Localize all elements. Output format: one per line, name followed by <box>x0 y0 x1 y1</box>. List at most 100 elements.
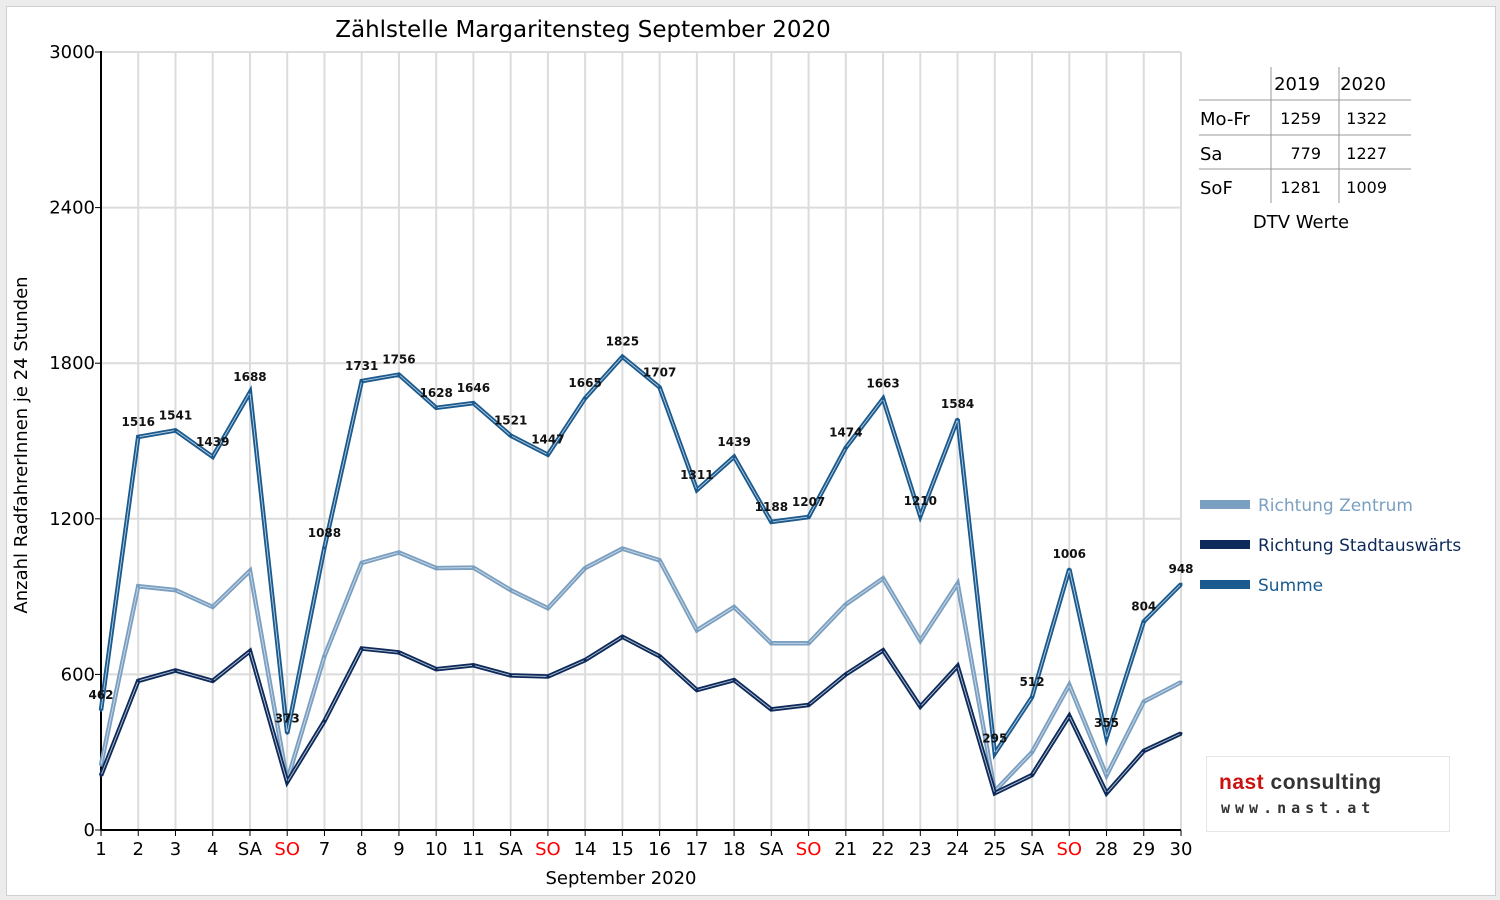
data-point <box>1030 695 1034 699</box>
y-tick-label: 0 <box>84 820 95 841</box>
x-tick-label: 23 <box>909 839 932 860</box>
table-cell-2020: 1227 <box>1346 144 1387 163</box>
x-tick-label: 8 <box>356 839 367 860</box>
data-point <box>136 679 140 683</box>
x-tick-label: 30 <box>1170 839 1193 860</box>
y-tick-label: 2400 <box>49 198 95 219</box>
data-labels: 462 1516 1541 1439 1688 373 1088 1731 1756 1628 16… <box>88 335 1193 746</box>
data-label: 1210 <box>904 494 937 508</box>
data-point <box>1105 791 1109 795</box>
data-point <box>285 780 289 784</box>
data-label: 1663 <box>866 377 899 391</box>
data-point <box>620 355 624 359</box>
chart-frame: 0 600 1200 1800 2400 3000 1 2 3 4 SA SO 7 8 9 10 11 SA SO 1… <box>6 6 1496 896</box>
dtv-table: 2019 2020 Mo-Fr 1259 1322 Sa 779 1227 SoF 1281 100… <box>1199 67 1411 233</box>
x-tick-label: SA <box>238 839 263 860</box>
table-caption: DTV Werte <box>1253 212 1349 233</box>
data-point <box>732 605 736 609</box>
data-label: 1731 <box>345 359 378 373</box>
data-label: 1439 <box>196 435 229 449</box>
data-label: 1311 <box>680 468 713 482</box>
data-point <box>695 688 699 692</box>
data-point <box>918 514 922 518</box>
data-point <box>620 635 624 639</box>
data-point <box>769 707 773 711</box>
logo-brand: nast consulting <box>1219 771 1382 794</box>
data-point <box>844 672 848 676</box>
data-point <box>99 708 103 712</box>
y-tick-label: 1200 <box>49 509 95 530</box>
data-point <box>509 588 513 592</box>
data-point <box>471 566 475 570</box>
data-point <box>1067 567 1071 571</box>
data-point <box>658 558 662 562</box>
data-point <box>285 731 289 735</box>
data-label: 1188 <box>755 500 788 514</box>
x-tick-label: SO <box>796 839 822 860</box>
x-tick-label: 9 <box>393 839 404 860</box>
data-point <box>881 397 885 401</box>
x-tick-label: 1 <box>95 839 106 860</box>
data-point <box>695 628 699 632</box>
data-point <box>173 669 177 673</box>
legend: Richtung Zentrum Richtung Stadtauswärts Su… <box>1200 496 1461 596</box>
x-tick-label: 11 <box>462 839 485 860</box>
data-label: 1541 <box>159 408 192 422</box>
table-row-label: Mo-Fr <box>1200 109 1250 130</box>
data-label: 948 <box>1168 562 1193 576</box>
table-header-2019: 2019 <box>1274 74 1320 95</box>
data-label: 373 <box>275 711 300 725</box>
data-point <box>769 641 773 645</box>
x-tick-label: SA <box>499 839 524 860</box>
data-label: 1474 <box>829 426 862 440</box>
data-point <box>360 379 364 383</box>
data-point <box>1105 736 1109 740</box>
x-axis-label: September 2020 <box>545 868 696 889</box>
data-point <box>1067 683 1071 687</box>
series-highlight-1 <box>100 548 1182 793</box>
data-point <box>807 515 811 519</box>
x-tick-label: 16 <box>648 839 671 860</box>
data-point <box>397 373 401 377</box>
series-highlight-2 <box>100 636 1182 795</box>
x-tick-label: SO <box>535 839 561 860</box>
data-point <box>1179 582 1183 586</box>
data-point <box>546 453 550 457</box>
data-point <box>434 566 438 570</box>
data-point <box>136 435 140 439</box>
data-point <box>136 584 140 588</box>
data-point <box>583 658 587 662</box>
x-tick-label: SA <box>1020 839 1045 860</box>
y-tick-label: 1800 <box>49 353 95 374</box>
data-point <box>881 576 885 580</box>
data-point <box>360 561 364 565</box>
y-axis-label: Anzahl RadfahrerInnen je 24 Stunden <box>11 276 32 613</box>
x-tick-label: SA <box>759 839 784 860</box>
x-tick-label: 14 <box>574 839 597 860</box>
legend-label: Richtung Zentrum <box>1258 496 1413 516</box>
data-label: 512 <box>1020 675 1045 689</box>
data-label: 1665 <box>568 376 601 390</box>
data-label: 1756 <box>382 353 415 367</box>
data-point <box>471 401 475 405</box>
data-point <box>881 648 885 652</box>
series-line-1 <box>98 546 1183 796</box>
data-label: 1707 <box>643 365 676 379</box>
data-label: 1688 <box>233 370 266 384</box>
data-point <box>1067 714 1071 718</box>
x-tick-label: SO <box>274 839 300 860</box>
data-point <box>248 569 252 573</box>
table-cell-2020: 1009 <box>1346 178 1387 197</box>
data-point <box>99 774 103 778</box>
data-label: 1628 <box>419 386 452 400</box>
data-label: 804 <box>1131 599 1156 613</box>
series-lines <box>98 353 1183 798</box>
x-tick-label: 18 <box>723 839 746 860</box>
logo: nast consulting www.nast.at <box>1207 757 1449 831</box>
data-point <box>360 646 364 650</box>
data-label: 1088 <box>308 526 341 540</box>
data-point <box>1179 732 1183 736</box>
data-label: 1584 <box>941 397 974 411</box>
data-point <box>1142 749 1146 753</box>
